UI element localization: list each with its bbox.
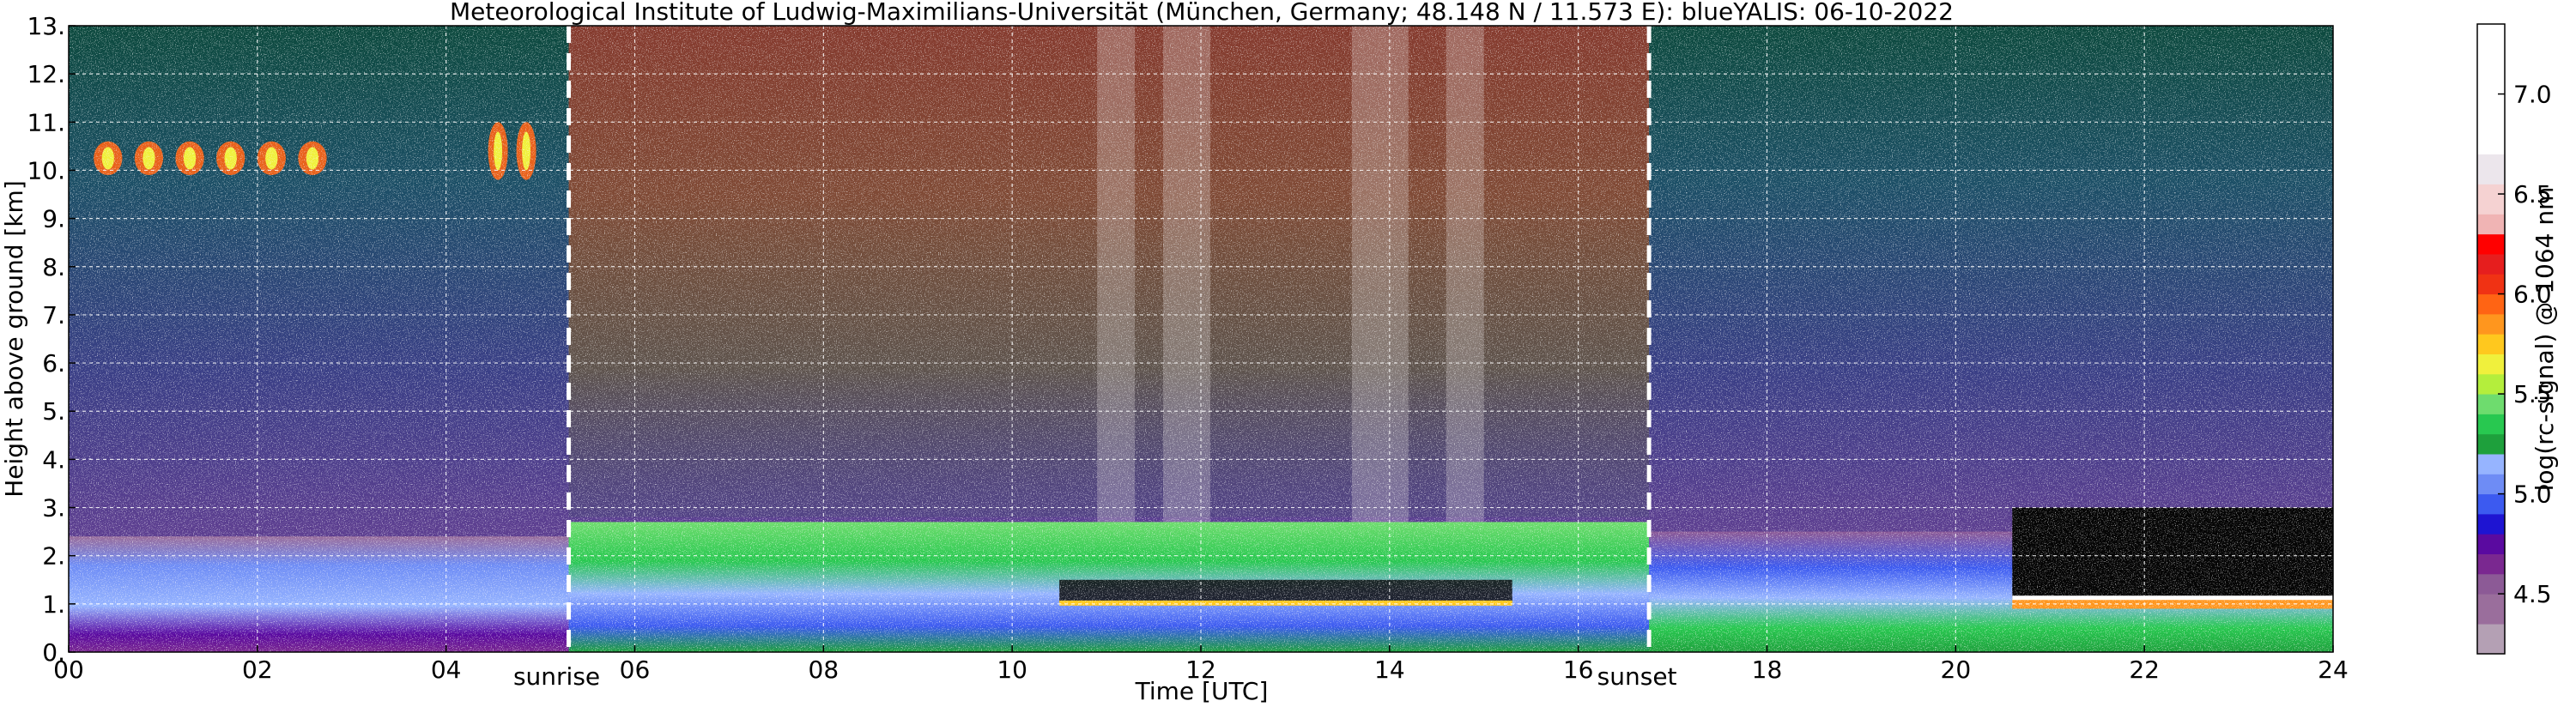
x-tick-label: 10 (997, 656, 1027, 684)
y-tick-label: 0. (42, 638, 65, 667)
x-axis-label: Time [UTC] (1135, 677, 1269, 705)
colorbar-level (2477, 493, 2505, 515)
vline-label-sunset: sunset (1597, 662, 1677, 691)
colorbar-level (2477, 373, 2505, 395)
y-tick-label: 13. (27, 12, 65, 40)
x-tick-label: 20 (1941, 656, 1972, 684)
y-axis-label: Height above ground [km] (0, 180, 28, 498)
colorbar-level (2477, 394, 2505, 414)
colorbar-level (2477, 233, 2505, 255)
colorbar-level (2477, 453, 2505, 474)
x-tick-label: 24 (2318, 656, 2349, 684)
y-tick-label: 4. (42, 445, 65, 474)
event-lines: sunrise sunset (513, 26, 1677, 691)
colorbar-level (2477, 184, 2505, 215)
y-tick-label: 9. (42, 205, 65, 233)
colorbar-level (2477, 433, 2505, 455)
colorbar-level (2477, 624, 2505, 655)
colorbar-level (2477, 274, 2505, 295)
y-tick-label: 8. (42, 253, 65, 281)
colorbar-level (2477, 414, 2505, 435)
colorbar-level (2477, 24, 2505, 154)
colorbar-level (2477, 534, 2505, 554)
colorbar-tick-label: 4.5 (2513, 580, 2552, 608)
y-tick-label: 7. (42, 301, 65, 329)
colorbar: 4.5 5.0 5.5 6.0 6.5 7.0 (2476, 23, 2552, 655)
plot-area (69, 26, 2333, 652)
x-tick-label: 22 (2129, 656, 2160, 684)
colorbar-level (2477, 474, 2505, 495)
colorbar-level (2477, 594, 2505, 625)
colorbar-tick-label: 5.0 (2513, 480, 2552, 509)
y-tick-label: 5. (42, 397, 65, 426)
x-tick-label: 16 (1563, 656, 1594, 684)
colorbar-tick-label: 7.0 (2513, 81, 2552, 109)
colorbar-level (2477, 354, 2505, 375)
colorbar-level (2477, 293, 2505, 315)
vline-label-sunrise: sunrise (513, 662, 600, 691)
y-tick-label: 6. (42, 349, 65, 378)
x-tick-label: 00 (53, 656, 84, 684)
x-tick-label: 08 (809, 656, 839, 684)
colorbar-level (2477, 253, 2505, 275)
colorbar-tick-label: 6.5 (2513, 180, 2552, 208)
y-axis: 0. 1. 2. 3. 4. 5. 6. 7. 8. 9. 10. 11. 12. 13. (27, 12, 76, 667)
colorbar-level (2477, 154, 2505, 184)
x-axis: 00 02 04 06 08 10 12 14 16 18 20 22 24 (53, 645, 2349, 684)
colorbar-level (2477, 334, 2505, 354)
x-tick-label: 12 (1185, 656, 1216, 684)
y-tick-label: 2. (42, 542, 65, 571)
chart-title: Meteorological Institute of Ludwig-Maxim… (450, 0, 1954, 26)
colorbar-label: log(rc-signal) @ 1064 nm (2531, 187, 2559, 492)
x-tick-label: 14 (1374, 656, 1405, 684)
y-tick-label: 1. (42, 590, 65, 619)
colorbar-level (2477, 313, 2505, 335)
colorbar-level (2477, 214, 2505, 235)
colorbar-frame (2476, 23, 2506, 655)
colorbar-level (2477, 573, 2505, 595)
y-tick-label: 10. (27, 156, 65, 184)
y-tick-label: 12. (27, 60, 65, 88)
x-tick-label: 04 (431, 656, 462, 684)
colorbar-tick-label: 5.5 (2513, 380, 2552, 408)
grid (69, 26, 2333, 652)
speckle-noise (69, 26, 2333, 652)
y-tick-label: 3. (42, 494, 65, 523)
x-tick-label: 02 (242, 656, 273, 684)
colorbar-tick-label: 6.0 (2513, 281, 2552, 309)
colorbar-level (2477, 553, 2505, 575)
y-tick-label: 11. (27, 108, 65, 136)
x-tick-label: 18 (1752, 656, 1783, 684)
x-tick-label: 06 (620, 656, 651, 684)
colorbar-level (2477, 513, 2505, 535)
